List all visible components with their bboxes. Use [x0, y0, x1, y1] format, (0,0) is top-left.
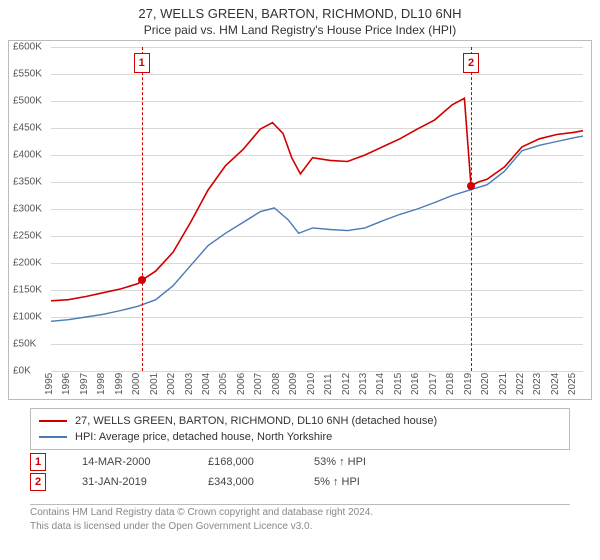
- event-pct: 53% ↑ HPI: [314, 456, 404, 468]
- legend-swatch: [39, 436, 67, 438]
- x-tick-label: 2023: [532, 373, 543, 395]
- x-tick-label: 2003: [184, 373, 195, 395]
- x-tick-label: 2013: [358, 373, 369, 395]
- x-tick-label: 2001: [149, 373, 160, 395]
- x-tick-label: 1995: [44, 373, 55, 395]
- event-row: 2 31-JAN-2019 £343,000 5% ↑ HPI: [30, 472, 570, 492]
- y-tick-label: £100K: [13, 312, 42, 323]
- x-tick-label: 2005: [218, 373, 229, 395]
- x-tick-label: 2021: [498, 373, 509, 395]
- series-line-price-paid: [51, 98, 583, 300]
- x-tick-label: 1999: [114, 373, 125, 395]
- event-guideline: [142, 47, 143, 371]
- y-tick-label: £450K: [13, 123, 42, 134]
- legend-item-price-paid: 27, WELLS GREEN, BARTON, RICHMOND, DL10 …: [39, 413, 561, 429]
- x-tick-label: 2024: [550, 373, 561, 395]
- x-tick-label: 2007: [253, 373, 264, 395]
- x-tick-label: 1998: [96, 373, 107, 395]
- x-tick-label: 2020: [480, 373, 491, 395]
- x-tick-label: 2008: [271, 373, 282, 395]
- x-tick-label: 2022: [515, 373, 526, 395]
- page-title: 27, WELLS GREEN, BARTON, RICHMOND, DL10 …: [0, 6, 600, 21]
- y-tick-label: £400K: [13, 150, 42, 161]
- footer-attribution: Contains HM Land Registry data © Crown c…: [30, 506, 570, 533]
- x-tick-label: 2010: [306, 373, 317, 395]
- footer-line: Contains HM Land Registry data © Crown c…: [30, 506, 570, 520]
- x-tick-label: 2000: [131, 373, 142, 395]
- y-tick-label: £0K: [13, 366, 31, 377]
- event-marker-dot: [467, 182, 475, 190]
- event-marker-box: 2: [463, 53, 479, 73]
- x-tick-label: 2016: [410, 373, 421, 395]
- event-row: 1 14-MAR-2000 £168,000 53% ↑ HPI: [30, 452, 570, 472]
- page-subtitle: Price paid vs. HM Land Registry's House …: [0, 23, 600, 37]
- separator: [30, 504, 570, 505]
- event-date: 31-JAN-2019: [82, 476, 172, 488]
- x-tick-label: 2017: [428, 373, 439, 395]
- event-price: £168,000: [208, 456, 278, 468]
- footer-line: This data is licensed under the Open Gov…: [30, 520, 570, 534]
- y-tick-label: £350K: [13, 177, 42, 188]
- event-pct: 5% ↑ HPI: [314, 476, 404, 488]
- y-tick-label: £250K: [13, 231, 42, 242]
- x-tick-label: 2011: [323, 373, 334, 395]
- x-tick-label: 2015: [393, 373, 404, 395]
- event-number: 1: [30, 453, 46, 471]
- y-tick-label: £600K: [13, 42, 42, 53]
- x-tick-label: 2012: [341, 373, 352, 395]
- legend-item-hpi: HPI: Average price, detached house, Nort…: [39, 429, 561, 445]
- y-tick-label: £50K: [13, 339, 36, 350]
- y-tick-label: £200K: [13, 258, 42, 269]
- legend-label: HPI: Average price, detached house, Nort…: [75, 431, 332, 443]
- event-price: £343,000: [208, 476, 278, 488]
- x-tick-label: 1996: [61, 373, 72, 395]
- event-guideline: [471, 47, 472, 371]
- x-tick-label: 2004: [201, 373, 212, 395]
- event-date: 14-MAR-2000: [82, 456, 172, 468]
- legend-label: 27, WELLS GREEN, BARTON, RICHMOND, DL10 …: [75, 415, 437, 427]
- x-tick-label: 2019: [463, 373, 474, 395]
- series-line-hpi: [51, 136, 583, 321]
- event-marker-box: 1: [134, 53, 150, 73]
- y-tick-label: £500K: [13, 96, 42, 107]
- event-marker-dot: [138, 276, 146, 284]
- legend-swatch: [39, 420, 67, 422]
- legend: 27, WELLS GREEN, BARTON, RICHMOND, DL10 …: [30, 408, 570, 450]
- x-tick-label: 2009: [288, 373, 299, 395]
- y-tick-label: £150K: [13, 285, 42, 296]
- plot-area: 12: [51, 47, 583, 371]
- x-tick-label: 1997: [79, 373, 90, 395]
- x-tick-label: 2006: [236, 373, 247, 395]
- chart-frame: £0K £50K £100K £150K £200K £250K £300K £350K £40…: [8, 40, 592, 400]
- x-tick-label: 2025: [567, 373, 578, 395]
- events-table: 1 14-MAR-2000 £168,000 53% ↑ HPI 2 31-JAN-201…: [30, 452, 570, 492]
- y-tick-label: £550K: [13, 69, 42, 80]
- y-tick-label: £300K: [13, 204, 42, 215]
- x-tick-label: 2014: [375, 373, 386, 395]
- x-tick-label: 2002: [166, 373, 177, 395]
- x-tick-label: 2018: [445, 373, 456, 395]
- event-number: 2: [30, 473, 46, 491]
